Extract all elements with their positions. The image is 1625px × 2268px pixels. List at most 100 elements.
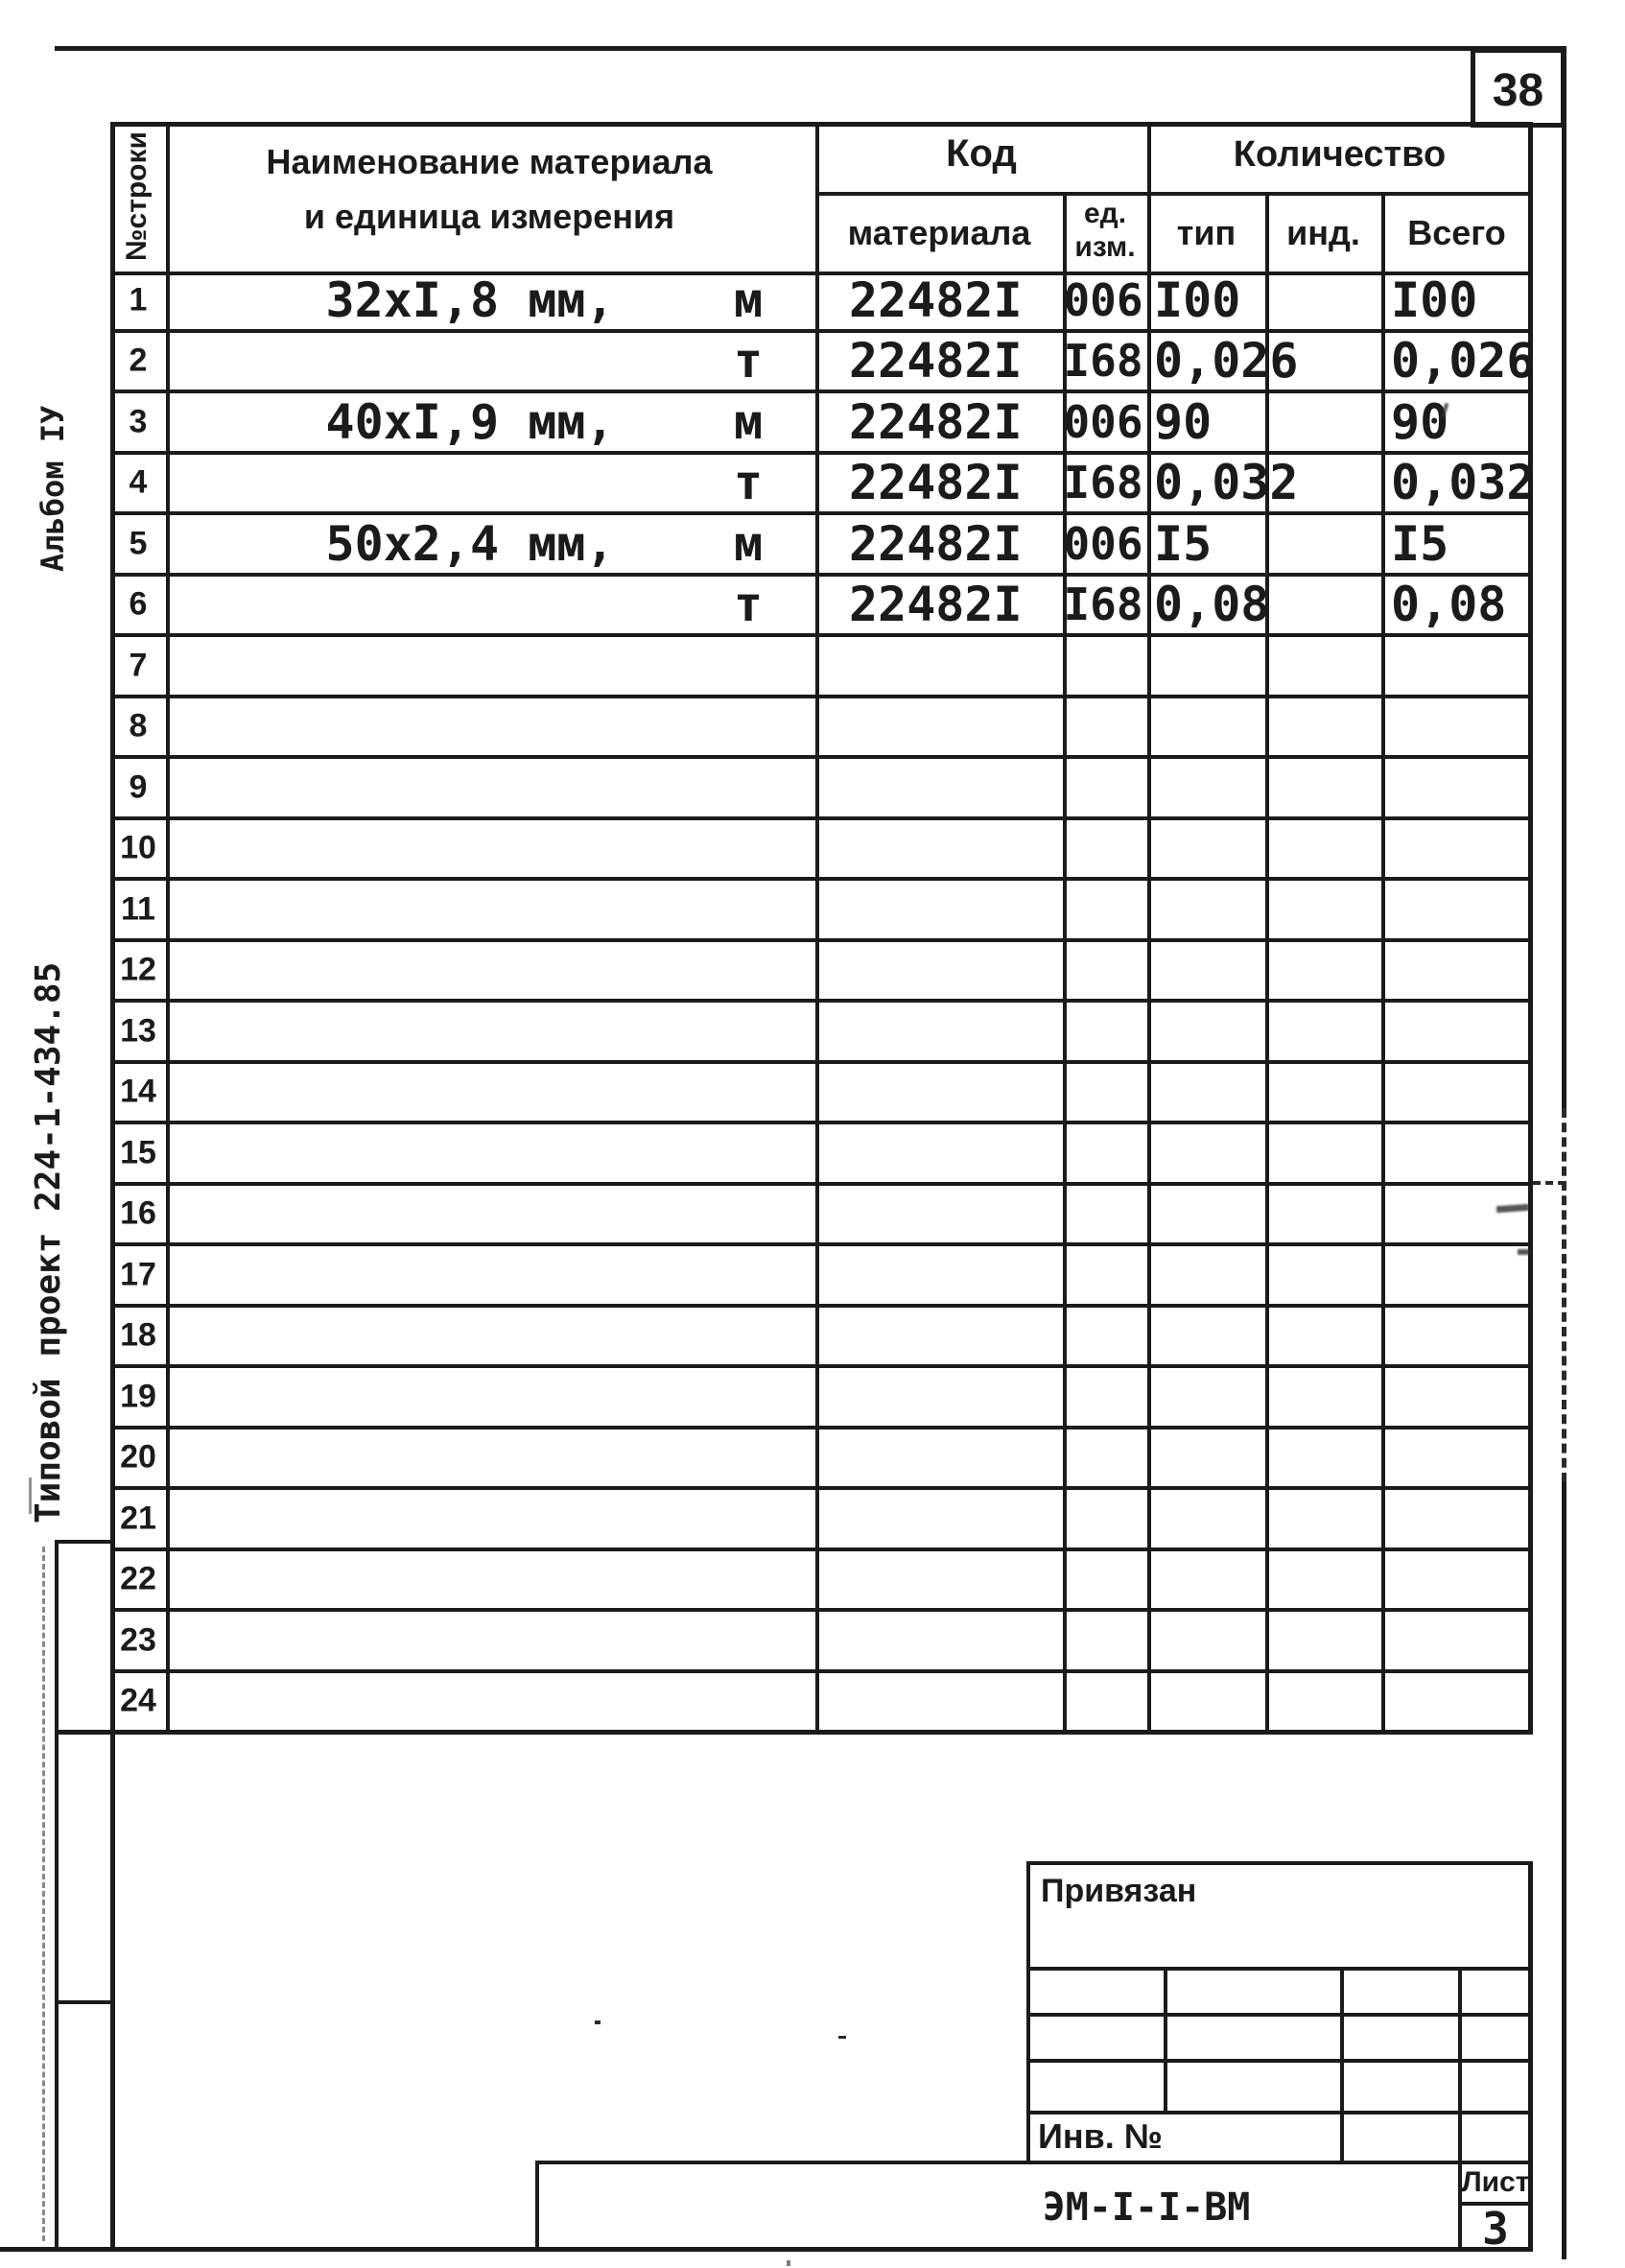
- row-number-cell: 4: [129, 463, 148, 501]
- col-line-ind: [1381, 192, 1385, 1730]
- unit-letter-cell: м: [733, 272, 764, 328]
- row-number-cell: 16: [120, 1194, 156, 1232]
- privyazan-label: Привязан: [1041, 1873, 1197, 1909]
- material-code-cell: 22482I: [849, 577, 1023, 633]
- qty-type-cell: I00: [1154, 272, 1241, 328]
- unit-code-cell: 006: [1063, 273, 1143, 326]
- row-number-cell: 7: [129, 647, 148, 684]
- scan-artifact: [42, 1547, 45, 2241]
- col-line-code-qty: [1147, 122, 1151, 1730]
- table-left-line: [110, 122, 115, 1730]
- doc-code: ЭМ-I-I-ВМ: [1042, 2185, 1251, 2230]
- header-material: материала: [847, 213, 1031, 252]
- unit-letter-cell: м: [733, 393, 764, 450]
- material-code-cell: 22482I: [849, 455, 1023, 511]
- row-number-cell: 12: [120, 951, 156, 988]
- table-row: 4 т 22482I I68 0,032 0,032: [110, 455, 1536, 515]
- row-number-cell: 3: [129, 403, 148, 440]
- row-number-cell: 20: [120, 1438, 156, 1476]
- right-frame-line: [1562, 46, 1566, 1108]
- table-row: 23: [110, 1612, 1532, 1673]
- row-number-cell: 22: [120, 1560, 156, 1597]
- row-number-cell: 23: [120, 1621, 156, 1659]
- unit-letter-cell: м: [733, 515, 764, 572]
- table-row: 11: [110, 881, 1532, 942]
- unit-letter-cell: т: [733, 333, 764, 390]
- unit-code-cell: I68: [1063, 457, 1143, 509]
- material-code-cell: 22482I: [849, 515, 1023, 572]
- stamp-grid-line: [1026, 2111, 1532, 2114]
- qty-type-cell: 0,026: [1154, 333, 1299, 390]
- qty-type-cell: 0,08: [1154, 577, 1270, 633]
- qty-total-cell: I00: [1391, 272, 1478, 328]
- table-row: 24: [110, 1673, 1532, 1731]
- scan-artifact: [595, 2020, 601, 2024]
- table-bottom-line: [55, 1730, 1533, 1735]
- sheet-box-divider-line: [1458, 2202, 1533, 2206]
- top-frame-line: [55, 46, 1566, 51]
- header-ind: инд.: [1286, 213, 1360, 252]
- sheet-label: Лист: [1461, 2166, 1530, 2198]
- unit-code-cell: I68: [1063, 579, 1143, 631]
- unit-code-cell: I68: [1063, 335, 1143, 388]
- table-row: 12: [110, 942, 1532, 1003]
- col-line-material: [1063, 192, 1067, 1730]
- doc-code-box-top-line: [535, 2161, 1532, 2164]
- unit-code-cell: 006: [1063, 395, 1143, 448]
- table-row: 14: [110, 1064, 1532, 1124]
- stamp-col-left-line: [55, 1540, 59, 2252]
- scan-artifact: [838, 2036, 846, 2039]
- row-number-cell: 10: [120, 829, 156, 866]
- header-tip: тип: [1176, 213, 1236, 252]
- unit-code-cell: 006: [1063, 517, 1143, 570]
- stamp-col-top-line: [55, 1540, 114, 1544]
- table-row: 21: [110, 1490, 1532, 1551]
- row-number-cell: 18: [120, 1316, 156, 1354]
- title-block-right-line: [1528, 1861, 1533, 2251]
- header-unit: ед. изм.: [1074, 198, 1136, 263]
- material-name-cell: 40xI,9 мм,: [325, 393, 615, 450]
- row-number-cell: 19: [120, 1378, 156, 1415]
- qty-total-cell: I5: [1391, 515, 1449, 572]
- album-side-label: Альбом IУ: [35, 405, 71, 572]
- table-top-line: [110, 122, 1532, 127]
- table-row: 5 50x2,4 мм, м 22482I 006 I5 I5: [110, 515, 1532, 577]
- qty-total-cell: 0,08: [1391, 577, 1507, 633]
- row-number-cell: 17: [120, 1256, 156, 1293]
- row-number-cell: 2: [129, 342, 148, 379]
- header-row-number: №строки: [121, 131, 153, 261]
- row-number-cell: 21: [120, 1500, 156, 1537]
- table-row: 6 т 22482I I68 0,08 0,08: [110, 577, 1532, 637]
- page-number: 38: [1492, 65, 1544, 116]
- header-bottom-line: [110, 272, 1532, 275]
- scan-artifact: [1518, 1249, 1531, 1255]
- table-row: 16: [110, 1186, 1532, 1246]
- header-total: Всего: [1407, 213, 1506, 252]
- row-number-cell: 5: [129, 525, 148, 562]
- row-number-cell: 24: [120, 1682, 156, 1719]
- stamp-col-right-line: [110, 1730, 115, 2252]
- privyazan-box-top-line: [1026, 1861, 1532, 1865]
- material-name-cell: 32xI,8 мм,: [325, 272, 615, 328]
- header-name-line2: и единица измерения: [303, 197, 675, 236]
- doc-code-box-left-line: [535, 2161, 539, 2251]
- row-number-cell: 14: [120, 1073, 156, 1110]
- stamp-grid-line: [1026, 2013, 1532, 2017]
- table-row: 10: [110, 820, 1532, 881]
- table-row: 3 40xI,9 мм, м 22482I 006 90 90: [110, 393, 1532, 455]
- row-line-extension-dash: [1533, 1181, 1566, 1185]
- scan-artifact: [787, 2260, 790, 2266]
- material-code-cell: 22482I: [849, 333, 1023, 390]
- table-row: 2 т 22482I I68 0,026 0,026: [110, 333, 1536, 393]
- table-row: 7: [110, 637, 1532, 698]
- row-number-cell: 13: [120, 1012, 156, 1050]
- stamp-col-divider-line: [55, 2000, 114, 2004]
- unit-letter-cell: т: [733, 577, 764, 633]
- row-number-cell: 6: [129, 585, 148, 623]
- qty-type-cell: 0,032: [1154, 455, 1299, 511]
- qty-total-cell: 0,032: [1391, 455, 1536, 511]
- table-row: 13: [110, 1003, 1532, 1064]
- stamp-grid-vline: [1164, 1967, 1167, 2114]
- row-number-cell: 11: [121, 890, 155, 928]
- table-row: 19: [110, 1368, 1532, 1429]
